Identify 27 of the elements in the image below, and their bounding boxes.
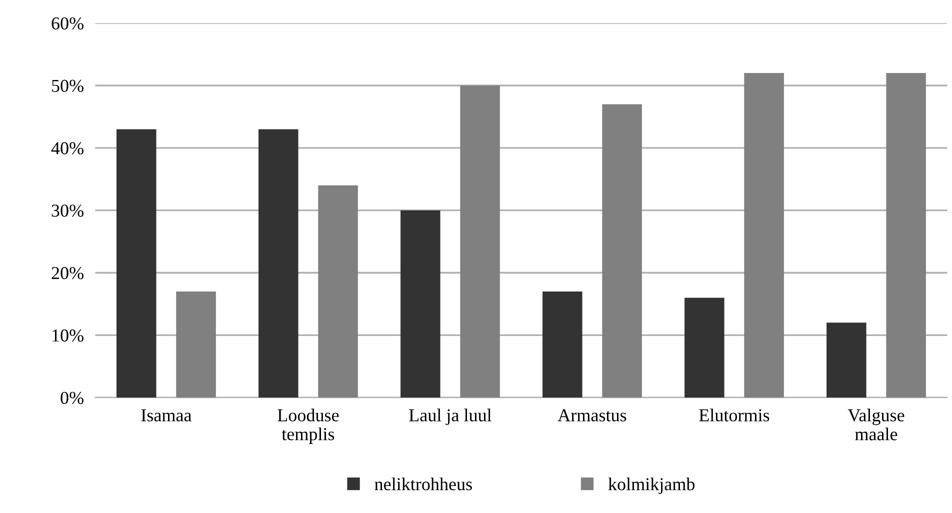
y-tick-label: 40% [51, 142, 84, 154]
x-tick-label: Isamaa [141, 409, 192, 422]
bar [318, 185, 358, 398]
bar [886, 73, 926, 398]
y-tick-label: 50% [52, 80, 84, 92]
x-tick-label: Elutormis [699, 408, 770, 422]
y-tick-label: 20% [52, 267, 84, 280]
bar [176, 291, 216, 398]
x-tick-label: Valguse maale [848, 408, 904, 440]
bar [744, 73, 784, 398]
x-tick-label: Looduse templis [278, 408, 339, 444]
legend-label: kolmikjamb [608, 478, 695, 494]
bar [116, 129, 156, 398]
y-tick-label: 30% [52, 204, 84, 217]
bar [460, 86, 500, 398]
y-tick-label: 0% [60, 392, 84, 404]
x-tick-label: Armastus [558, 409, 626, 422]
bar [400, 210, 440, 398]
bar [258, 129, 298, 398]
bar [542, 291, 582, 398]
x-tick-label: Laul ja luul [409, 408, 492, 426]
bar [602, 104, 642, 398]
bar [826, 322, 866, 398]
legend-label: neliktrohheus [374, 478, 472, 490]
bar [684, 298, 724, 398]
y-tick-label: 60% [52, 17, 84, 30]
y-tick-label: 10% [52, 329, 84, 342]
